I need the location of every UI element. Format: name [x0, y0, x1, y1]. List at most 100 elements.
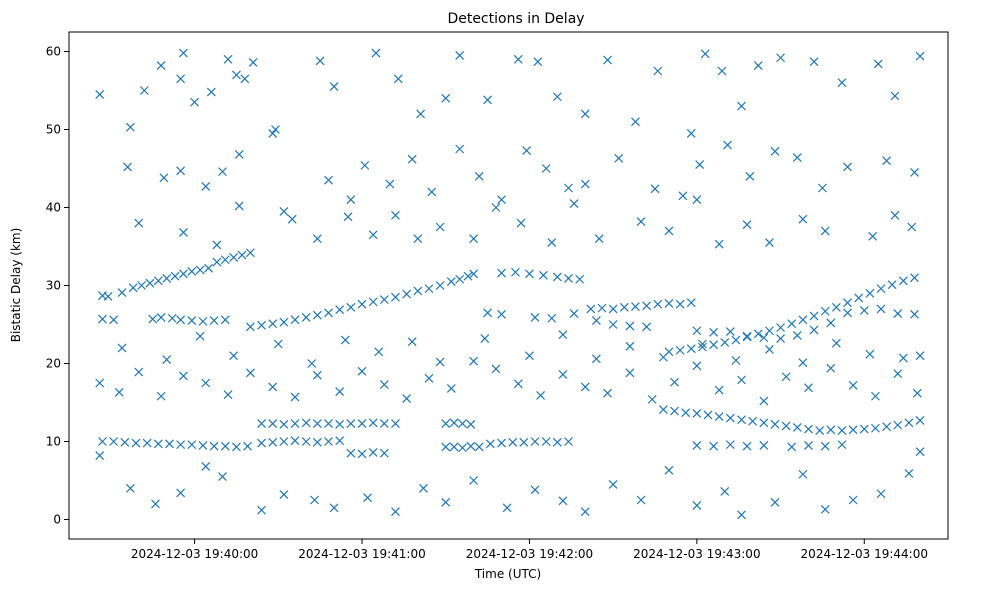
data-point [709, 441, 719, 451]
data-point [787, 442, 797, 452]
data-point [848, 425, 858, 435]
data-point [625, 368, 635, 378]
data-point [625, 321, 635, 331]
data-point [324, 419, 333, 428]
data-point [723, 140, 732, 150]
data-point [591, 354, 601, 364]
data-point [273, 339, 283, 349]
data-point [586, 304, 596, 314]
data-point [508, 437, 518, 447]
data-point [530, 313, 540, 322]
data-points [95, 48, 925, 520]
data-point [759, 396, 769, 406]
data-point [759, 418, 769, 428]
data-point [882, 422, 892, 432]
data-point [441, 419, 451, 428]
data-point [162, 355, 172, 365]
data-point [223, 390, 233, 400]
data-point [153, 276, 163, 286]
data-point [748, 416, 758, 426]
data-point [533, 57, 543, 67]
data-point [898, 276, 908, 286]
data-point [209, 316, 219, 326]
data-point [134, 367, 144, 377]
data-point [538, 270, 548, 280]
data-point [915, 447, 925, 457]
data-point [809, 311, 819, 321]
data-point [826, 363, 836, 373]
data-point [441, 442, 451, 452]
data-point [915, 416, 925, 425]
data-point [346, 195, 356, 205]
data-point [580, 179, 590, 189]
data-point [455, 144, 465, 154]
data-point [575, 274, 585, 284]
data-point [558, 496, 568, 506]
data-point [435, 357, 445, 367]
data-point [441, 93, 451, 103]
data-point [156, 391, 166, 401]
data-point [307, 359, 317, 368]
data-point [232, 70, 241, 80]
data-point [876, 284, 886, 294]
data-point [114, 387, 124, 397]
data-point [312, 370, 322, 380]
data-point [156, 313, 166, 322]
data-point [871, 391, 880, 401]
data-point [818, 183, 827, 193]
y-tick-label: 30 [46, 279, 61, 293]
data-point [156, 61, 166, 70]
data-point [893, 420, 903, 430]
x-axis-ticks: 2024-12-03 19:40:00 2024-12-03 19:41:00 20… [131, 539, 928, 561]
data-point [522, 146, 532, 155]
data-point [368, 297, 378, 307]
data-point [357, 449, 367, 459]
data-point [271, 125, 280, 134]
data-point [608, 320, 618, 329]
data-point [898, 353, 908, 363]
x-tick-label: 2024-12-03 19:41:00 [298, 547, 425, 561]
data-point [580, 109, 590, 119]
x-tick-label: 2024-12-03 19:42:00 [466, 547, 593, 561]
data-point [753, 329, 763, 339]
data-point [466, 441, 476, 451]
data-point [435, 222, 445, 232]
data-point [798, 469, 808, 479]
data-point [717, 66, 727, 76]
data-point [212, 240, 222, 250]
data-point [569, 309, 579, 319]
data-point [212, 257, 222, 267]
data-point [120, 437, 130, 447]
data-point [642, 301, 652, 311]
data-point [843, 162, 852, 172]
data-point [368, 418, 378, 428]
data-point [781, 372, 791, 382]
data-point [742, 220, 752, 230]
data-point [904, 469, 914, 478]
data-point [268, 128, 278, 138]
data-point [95, 378, 105, 388]
data-point [483, 95, 492, 105]
data-point [759, 333, 769, 343]
data-point [854, 293, 864, 303]
data-point [636, 495, 646, 505]
data-point [232, 442, 241, 452]
data-point [98, 314, 107, 324]
data-point [642, 322, 652, 332]
data-point [513, 379, 523, 389]
data-point [379, 448, 389, 458]
data-point [792, 153, 802, 163]
data-point [391, 210, 400, 220]
data-point [653, 66, 663, 76]
data-point [469, 234, 479, 244]
data-point [245, 322, 255, 332]
data-point [675, 299, 685, 309]
data-point [98, 437, 107, 446]
data-point [868, 231, 878, 241]
data-point [413, 286, 423, 296]
data-point [530, 437, 540, 446]
data-point [176, 315, 186, 325]
data-point [220, 255, 230, 265]
data-point [187, 440, 197, 450]
